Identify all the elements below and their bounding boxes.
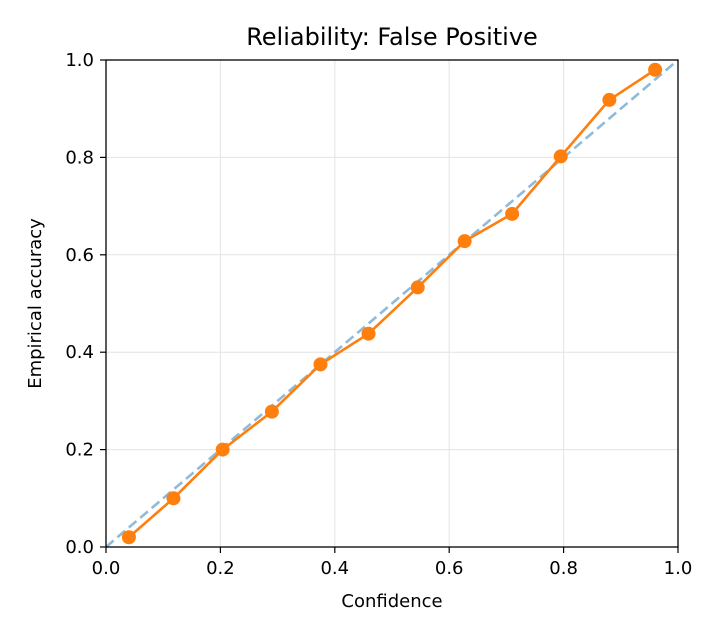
y-tick-label: 0.6 bbox=[65, 245, 94, 266]
calibration-point bbox=[457, 234, 472, 249]
x-tick-label: 0.2 bbox=[206, 558, 235, 579]
y-axis-ticks: 0.0 0.2 0.4 0.6 0.8 1.0 bbox=[65, 50, 106, 558]
y-tick-label: 0.4 bbox=[65, 342, 94, 363]
x-tick-label: 0.4 bbox=[320, 558, 349, 579]
x-tick-label: 0.0 bbox=[92, 558, 121, 579]
calibration-point bbox=[553, 149, 568, 164]
y-tick-label: 0.0 bbox=[65, 537, 94, 558]
calibration-line bbox=[128, 68, 656, 539]
calibration-point bbox=[602, 92, 617, 107]
calibration-point bbox=[264, 404, 279, 419]
y-axis-title: Empirical accuracy bbox=[25, 218, 46, 389]
y-tick-label: 0.2 bbox=[65, 440, 94, 461]
x-axis-ticks: 0.0 0.2 0.4 0.6 0.8 1.0 bbox=[92, 547, 693, 579]
calibration-point bbox=[121, 530, 136, 545]
plot-frame bbox=[105, 59, 679, 548]
calibration-point bbox=[505, 206, 520, 221]
reference-diagonal bbox=[105, 59, 679, 548]
calibration-point bbox=[313, 357, 328, 372]
chart-title: Reliability: False Positive bbox=[246, 23, 538, 51]
calibration-point bbox=[410, 280, 425, 295]
calibration-point bbox=[361, 326, 376, 341]
calibration-series bbox=[121, 62, 663, 545]
calibration-point bbox=[215, 442, 230, 457]
y-tick-label: 1.0 bbox=[65, 50, 94, 71]
reference-line bbox=[105, 59, 679, 548]
x-tick-label: 0.8 bbox=[549, 558, 578, 579]
calibration-point bbox=[648, 62, 663, 77]
x-tick-label: 0.6 bbox=[435, 558, 464, 579]
x-tick-label: 1.0 bbox=[664, 558, 693, 579]
y-tick-label: 0.8 bbox=[65, 147, 94, 168]
calibration-point bbox=[166, 491, 181, 506]
x-axis-title: Confidence bbox=[341, 591, 442, 612]
grid-lines bbox=[105, 59, 679, 548]
